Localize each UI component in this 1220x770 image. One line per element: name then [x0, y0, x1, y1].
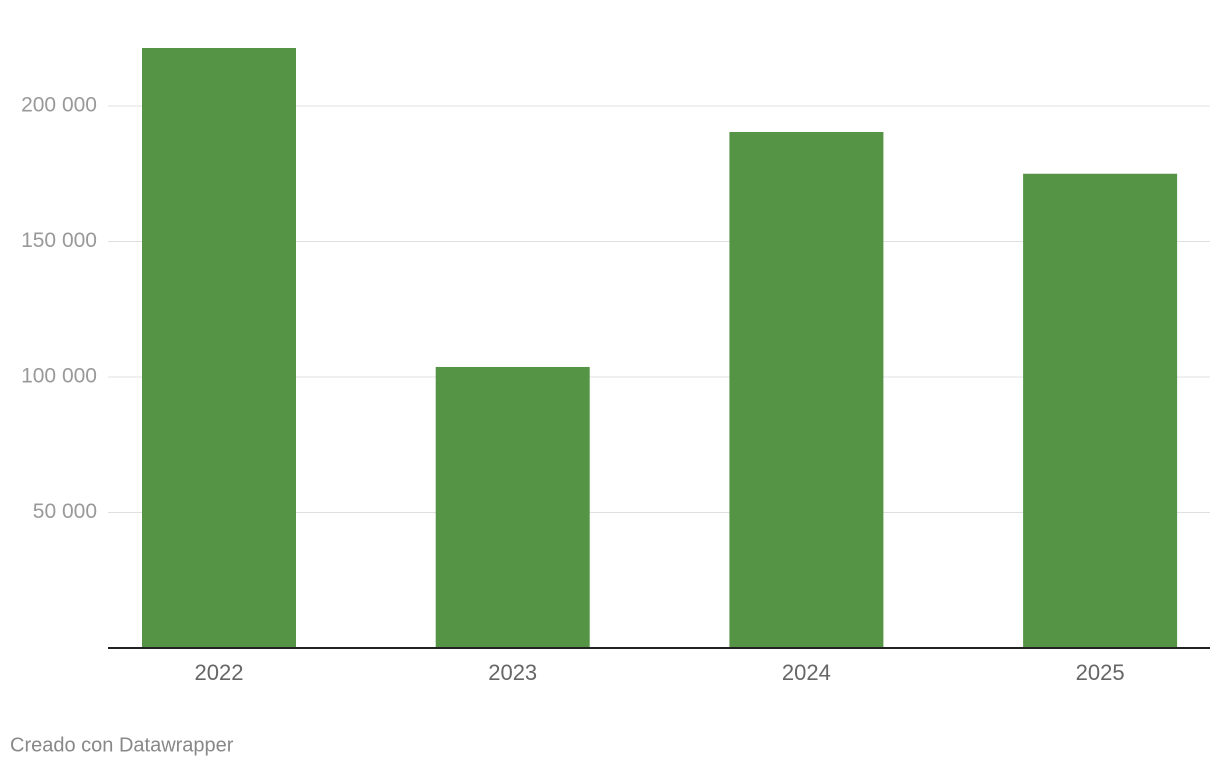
y-tick-label: 150 000	[21, 229, 97, 252]
footer: Creado con Datawrapper	[10, 734, 234, 756]
y-tick-label: 100 000	[21, 365, 97, 388]
x-tick-label: 2023	[488, 660, 537, 685]
bar	[142, 48, 296, 648]
bar	[435, 366, 590, 648]
bar	[1023, 173, 1178, 649]
x-tick-label: 2024	[782, 660, 831, 685]
x-tick-label: 2022	[195, 660, 244, 685]
bar	[729, 132, 884, 648]
x-tick-label: 2025	[1076, 660, 1125, 685]
y-tick-label: 50 000	[33, 500, 97, 523]
y-tick-label: 200 000	[21, 94, 97, 117]
